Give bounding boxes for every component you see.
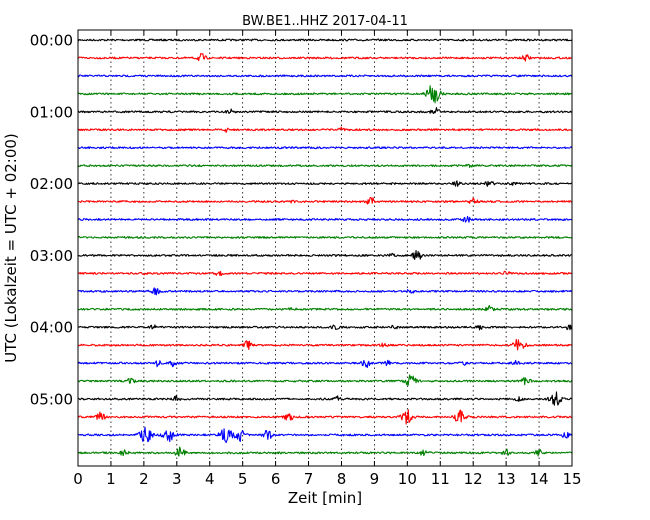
x-tick-label-2: 2	[139, 470, 149, 488]
trace-row-23	[77, 446, 573, 457]
trace-row-20	[77, 391, 573, 406]
x-tick-label-15: 15	[562, 470, 581, 488]
trace-row-5	[77, 126, 573, 133]
plot-frame	[77, 29, 573, 467]
x-tick-label-6: 6	[271, 470, 281, 488]
y-tick-label-3: 03:00	[30, 247, 73, 265]
y-tick-label-4: 04:00	[30, 319, 73, 337]
x-tick-label-4: 4	[205, 470, 215, 488]
x-tick-label-14: 14	[530, 470, 549, 488]
x-tick-label-5: 5	[238, 470, 248, 488]
x-axis: 0 1 2 3 4 5 6 7 8 9 10 11 12 13 14 15	[73, 30, 582, 488]
y-axis-label: UTC (Lokalzeit = UTC + 02:00)	[2, 133, 20, 363]
trace-row-6	[77, 146, 573, 150]
trace-row-2	[77, 74, 573, 78]
trace-row-17	[77, 338, 573, 351]
trace-row-8	[77, 180, 573, 187]
seismogram-traces	[77, 38, 573, 457]
trace-row-3	[77, 85, 573, 104]
trace-row-7	[77, 163, 573, 168]
y-tick-label-2: 02:00	[30, 175, 73, 193]
trace-row-10	[77, 215, 573, 223]
x-tick-label-8: 8	[337, 470, 347, 488]
y-tick-label-5: 05:00	[30, 391, 73, 409]
trace-row-1	[77, 52, 573, 62]
y-axis: 00:00 01:00 02:00 03:00 04:00 05:00	[30, 32, 73, 409]
x-tick-label-9: 9	[370, 470, 380, 488]
x-tick-label-11: 11	[431, 470, 450, 488]
trace-row-19	[77, 374, 573, 386]
x-tick-label-0: 0	[73, 470, 83, 488]
trace-row-0	[77, 38, 573, 42]
trace-row-15	[77, 304, 573, 312]
x-tick-label-13: 13	[497, 470, 516, 488]
trace-row-18	[77, 359, 573, 368]
y-tick-label-1: 01:00	[30, 103, 73, 121]
x-tick-label-12: 12	[464, 470, 483, 488]
trace-row-14	[77, 287, 573, 296]
x-tick-label-10: 10	[398, 470, 417, 488]
trace-row-22	[77, 426, 573, 444]
trace-row-13	[77, 270, 573, 277]
x-tick-label-1: 1	[106, 470, 116, 488]
y-tick-label-0: 00:00	[30, 32, 73, 50]
x-axis-label: Zeit [min]	[288, 489, 362, 507]
vertical-gridlines	[110, 30, 540, 466]
trace-row-16	[77, 324, 573, 331]
x-tick-label-7: 7	[304, 470, 314, 488]
trace-row-12	[77, 250, 573, 261]
trace-row-21	[77, 409, 573, 425]
chart-title: BW.BE1..HHZ 2017-04-11	[242, 14, 408, 29]
trace-row-9	[77, 196, 573, 205]
trace-row-4	[77, 107, 573, 114]
x-tick-label-3: 3	[172, 470, 182, 488]
trace-row-11	[77, 236, 573, 239]
